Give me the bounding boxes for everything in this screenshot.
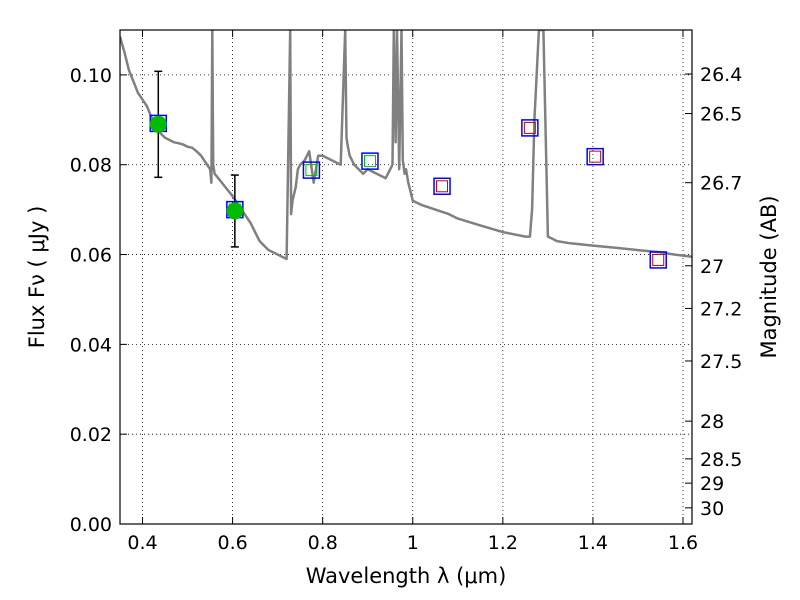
observed-point bbox=[149, 115, 167, 133]
y2-tick-label: 26.5 bbox=[700, 104, 742, 126]
y-tick-label: 0.10 bbox=[70, 65, 112, 87]
model-band-square bbox=[521, 119, 539, 137]
model-band-inner-square bbox=[363, 155, 376, 168]
model-band-square bbox=[433, 177, 451, 196]
model-band-inner-square bbox=[589, 150, 602, 163]
y-axis-label: Flux Fν ( μJy ) bbox=[25, 206, 49, 349]
grid-lines bbox=[120, 30, 692, 524]
model-band-inner-square bbox=[523, 121, 536, 134]
y2-tick-label: 27 bbox=[700, 256, 724, 278]
model-band-square bbox=[302, 161, 321, 179]
y2-tick-label: 26.4 bbox=[700, 64, 742, 86]
x-tick-label: 1 bbox=[407, 532, 419, 554]
model-band-inner-square bbox=[436, 180, 449, 193]
model-spectrum-group bbox=[120, 30, 692, 261]
y-tick-label: 0.02 bbox=[70, 424, 112, 446]
plot-frame bbox=[119, 29, 693, 525]
y-tick-label: 0.08 bbox=[70, 155, 112, 177]
model-spectrum-line bbox=[120, 30, 692, 261]
axis-ticks: 0.4 0.6 0.8 1 1.2 1.4 1.6 0.00 0.02 0.04 0.06 0.08 0… bbox=[70, 30, 742, 554]
data-markers bbox=[149, 70, 667, 269]
y2-tick-label: 27.2 bbox=[700, 298, 742, 320]
y2-axis-label: Magnitude (AB) bbox=[757, 195, 781, 358]
x-tick-label: 0.4 bbox=[127, 532, 157, 554]
x-tick-label: 0.8 bbox=[308, 532, 338, 554]
y2-tick-label: 29 bbox=[700, 473, 724, 495]
model-band-square bbox=[361, 152, 379, 170]
x-tick-label: 1.6 bbox=[668, 532, 698, 554]
y-tick-label: 0.06 bbox=[70, 245, 112, 267]
y-tick-label: 0.00 bbox=[70, 514, 112, 536]
y2-tick-label: 27.5 bbox=[700, 351, 742, 373]
observed-point bbox=[226, 202, 244, 220]
x-tick-label: 0.6 bbox=[217, 532, 247, 554]
y2-tick-label: 30 bbox=[700, 498, 724, 520]
model-band-inner-square bbox=[305, 164, 318, 177]
x-axis-label: Wavelength λ (μm) bbox=[306, 564, 507, 588]
y2-tick-label: 28.5 bbox=[700, 449, 742, 471]
model-band-inner-square bbox=[652, 253, 665, 266]
model-band-square bbox=[586, 147, 604, 166]
x-tick-label: 1.4 bbox=[578, 532, 608, 554]
x-tick-label: 1.2 bbox=[488, 532, 518, 554]
y-tick-label: 0.04 bbox=[70, 334, 112, 356]
y2-tick-label: 26.7 bbox=[700, 173, 742, 195]
y2-tick-label: 28 bbox=[700, 411, 724, 433]
model-band-square bbox=[649, 251, 667, 269]
